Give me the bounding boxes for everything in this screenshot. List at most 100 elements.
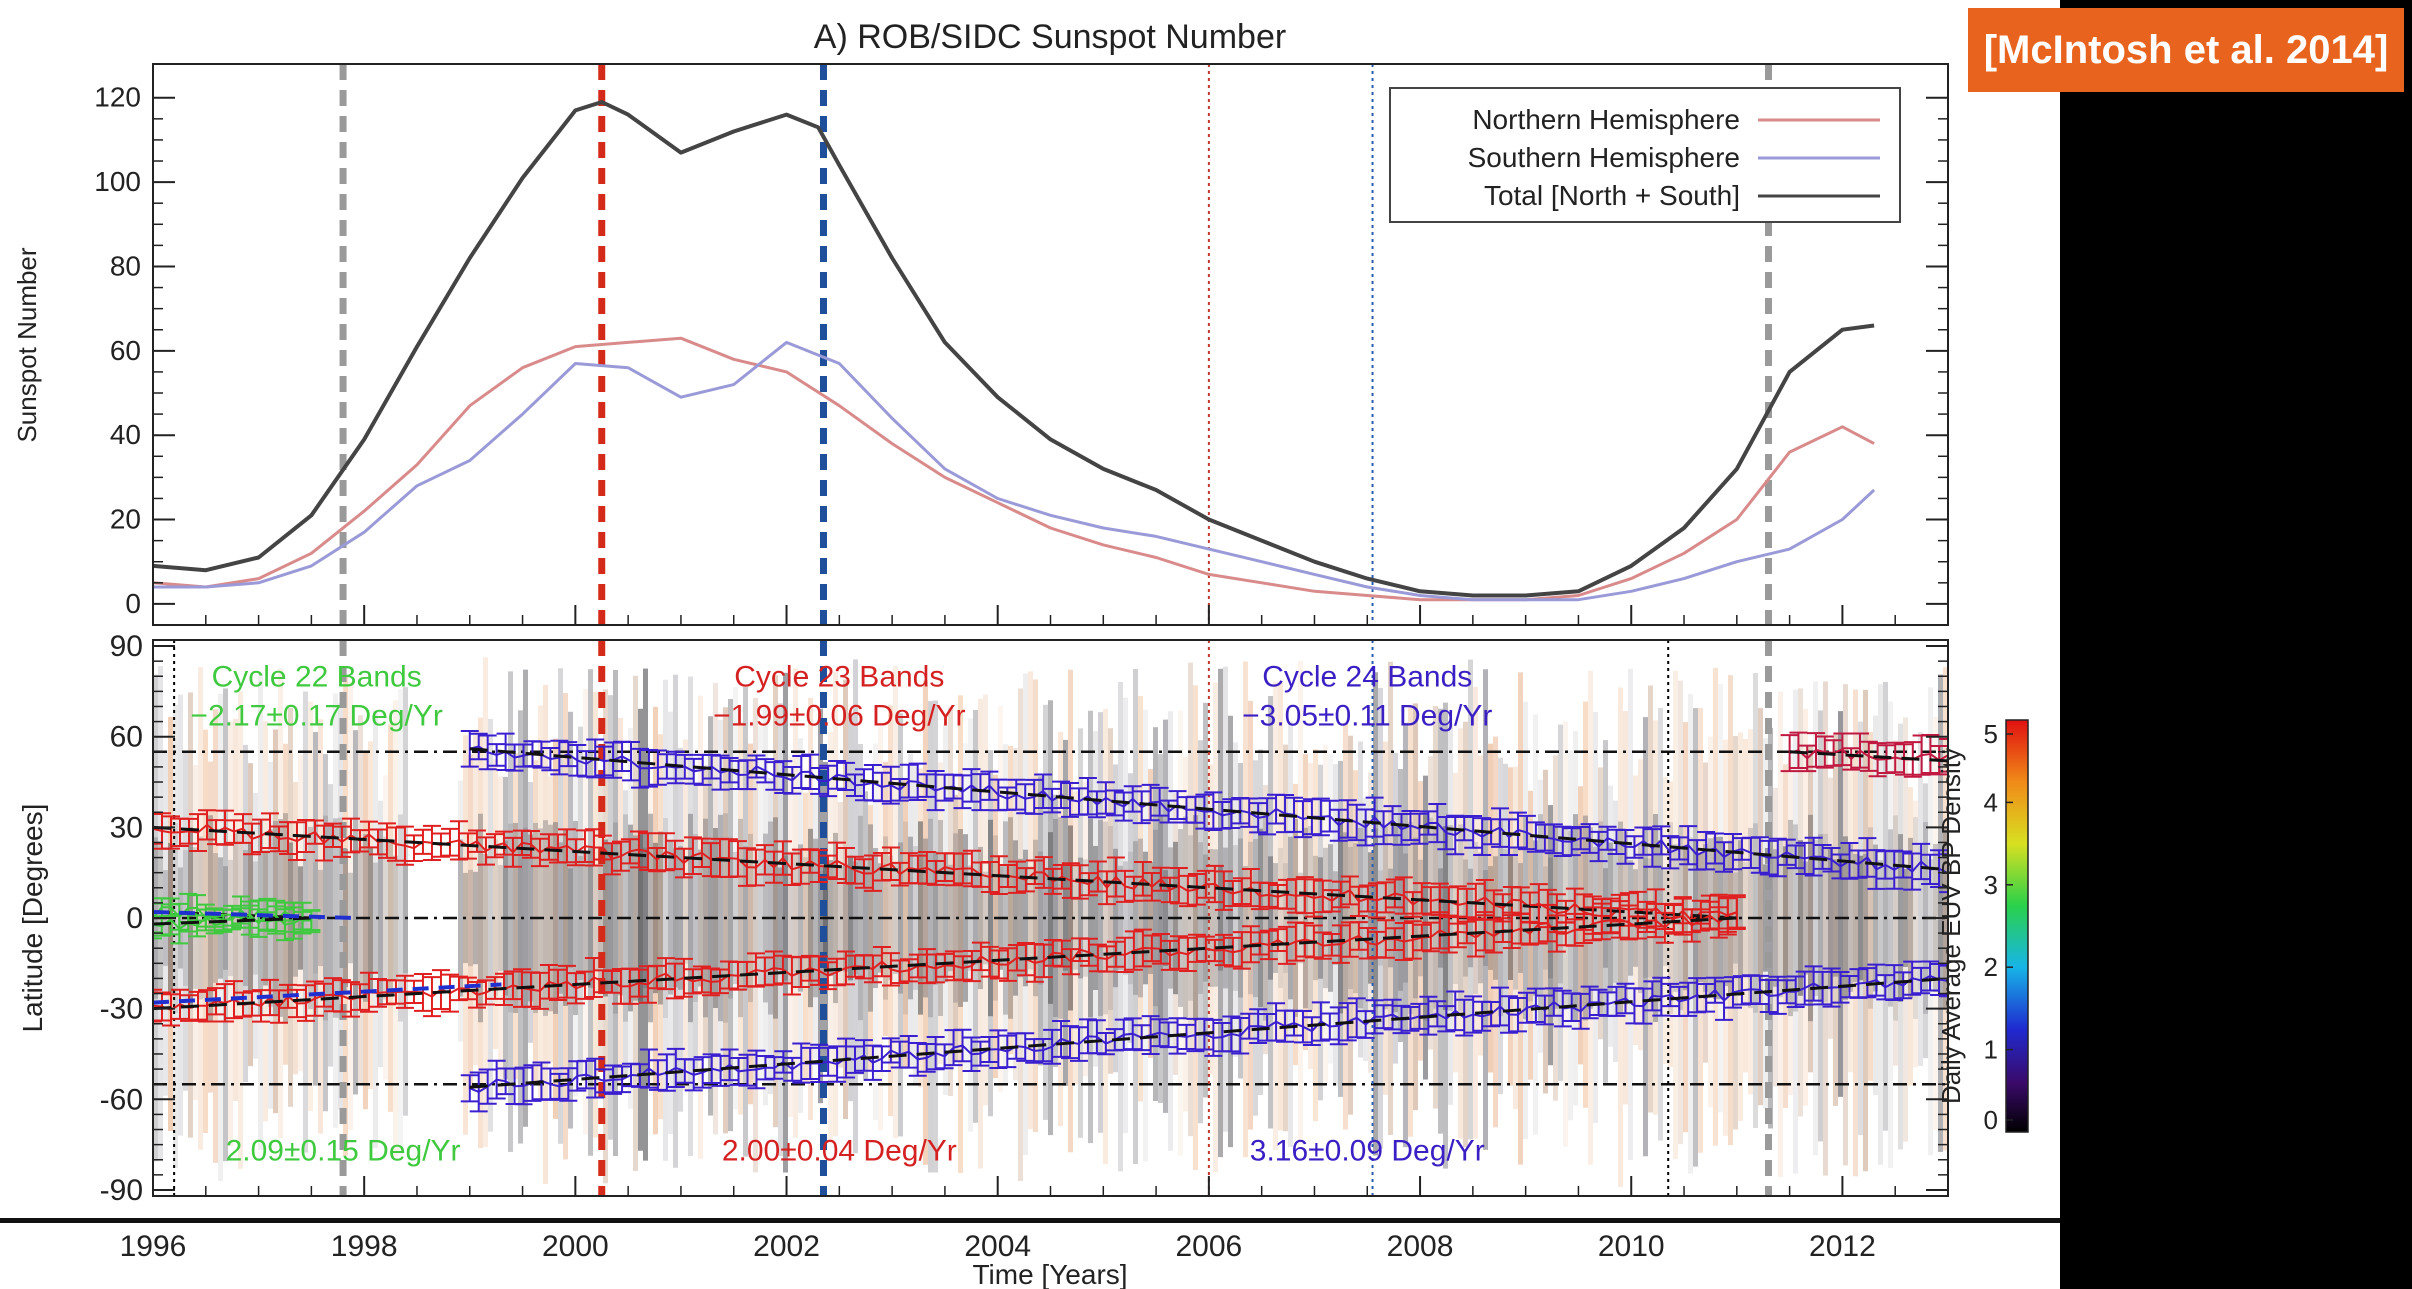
density-stripe	[1778, 691, 1783, 1177]
time-xtick-label-7: 2010	[1598, 1230, 1665, 1263]
density-stripe	[783, 672, 788, 1173]
density-stripe	[943, 724, 948, 1095]
density-stripe	[1788, 756, 1793, 1096]
density-core	[1568, 830, 1573, 1006]
density-stripe	[1208, 764, 1213, 1075]
density-stripe	[753, 697, 758, 1173]
density-core	[458, 839, 463, 997]
density-core	[788, 851, 793, 985]
sunspot-series-line-1	[153, 340, 1876, 602]
density-stripe	[403, 687, 408, 1116]
density-stripe	[1288, 721, 1293, 1148]
density-stripe	[1193, 685, 1198, 1170]
density-core	[543, 820, 548, 1016]
density-stripe	[1328, 754, 1333, 1064]
density-core	[1073, 866, 1078, 970]
density-core	[513, 822, 518, 1014]
density-stripe	[1578, 786, 1583, 1065]
density-core	[1773, 849, 1778, 987]
density-stripe	[898, 713, 903, 1137]
time-xtick-label-1: 1998	[331, 1230, 398, 1263]
density-stripe	[1403, 722, 1408, 1148]
density-core	[488, 846, 493, 990]
band-annotation-7: −3.05±0.11 Deg/Yr	[1242, 700, 1492, 733]
legend-entry-label-2: Total [North + South]	[1484, 180, 1740, 211]
density-stripe	[1648, 685, 1653, 1113]
sunspot-series-group	[153, 100, 1876, 602]
cycle24-south-extension	[153, 982, 502, 1005]
density-stripe	[193, 765, 198, 1100]
density-stripe	[958, 695, 963, 1173]
density-core	[758, 850, 763, 986]
sunspot-ytick-label-3: 60	[110, 335, 141, 366]
density-core	[1048, 832, 1053, 1004]
band-trace-4	[469, 745, 1948, 875]
sunspot-ytick-label-2: 40	[110, 419, 141, 450]
density-stripe	[1818, 710, 1823, 1142]
density-core	[863, 866, 868, 970]
density-stripe	[1508, 767, 1513, 1086]
density-stripe	[1063, 739, 1068, 1086]
density-core	[948, 864, 953, 972]
density-stripe	[1583, 701, 1588, 1108]
density-stripe	[373, 710, 378, 1149]
density-stripe	[803, 792, 808, 1082]
latitude-ytick-label-4: 30	[110, 811, 143, 844]
density-core	[1268, 856, 1273, 980]
density-stripe	[1238, 762, 1243, 1079]
density-stripe	[838, 802, 843, 1068]
density-stripe	[678, 747, 683, 1112]
density-core	[1823, 833, 1828, 1003]
band-fit-line-3	[153, 916, 1737, 1011]
density-stripe	[1793, 689, 1798, 1174]
density-stripe	[1173, 792, 1178, 1075]
density-stripe	[398, 689, 403, 1155]
density-core	[498, 864, 503, 972]
density-core	[928, 818, 933, 1018]
density-stripe	[1538, 779, 1543, 1053]
density-stripe	[473, 731, 478, 1066]
density-stripe	[1803, 708, 1808, 1106]
density-core	[1153, 829, 1158, 1007]
density-core	[613, 822, 618, 1014]
time-xtick-label-5: 2006	[1176, 1230, 1243, 1263]
density-stripe	[463, 735, 468, 1135]
density-stripe	[523, 669, 528, 1127]
density-stripe	[1558, 724, 1563, 1081]
sunspot-ytick-label-0: 0	[125, 588, 141, 619]
band-cycle23-north	[153, 809, 1746, 936]
density-stripe	[393, 700, 398, 1157]
time-x-ticks: 1996 1998 2000 2002 2004 2006 2008 2010 2012	[120, 605, 1896, 1263]
density-stripe	[1203, 702, 1208, 1098]
density-stripe	[518, 710, 523, 1144]
density-stripe	[183, 750, 188, 1091]
density-stripe	[198, 667, 203, 1150]
density-stripe	[1548, 805, 1553, 1066]
density-stripe	[553, 738, 558, 1119]
density-core	[1678, 825, 1683, 1011]
density-core	[1743, 862, 1748, 974]
colorbar-tick-label-1: 1	[1984, 1035, 1998, 1065]
density-core	[813, 838, 818, 998]
density-stripe	[673, 674, 678, 1168]
density-stripe	[573, 775, 578, 1097]
density-stripe	[718, 719, 723, 1080]
density-stripe	[1088, 710, 1093, 1144]
density-stripe	[213, 709, 218, 1163]
density-stripe	[723, 707, 728, 1134]
density-stripe	[998, 705, 1003, 1093]
density-stripe	[1103, 708, 1108, 1165]
density-stripe	[863, 791, 868, 1081]
density-stripe	[1083, 782, 1088, 1077]
cycle24-equator-extension	[153, 909, 354, 920]
density-stripe	[833, 672, 838, 1137]
density-stripe	[798, 738, 803, 1113]
density-stripe	[1108, 728, 1113, 1074]
density-core	[778, 867, 783, 969]
density-core	[1858, 855, 1863, 981]
sunspot-panel: A) ROB/SIDC Sunspot Number 0 20 40 60 80 100 1…	[12, 18, 1949, 626]
density-stripe	[1013, 748, 1018, 1081]
density-stripe	[358, 715, 363, 1084]
time-xtick-label-6: 2008	[1387, 1230, 1454, 1263]
